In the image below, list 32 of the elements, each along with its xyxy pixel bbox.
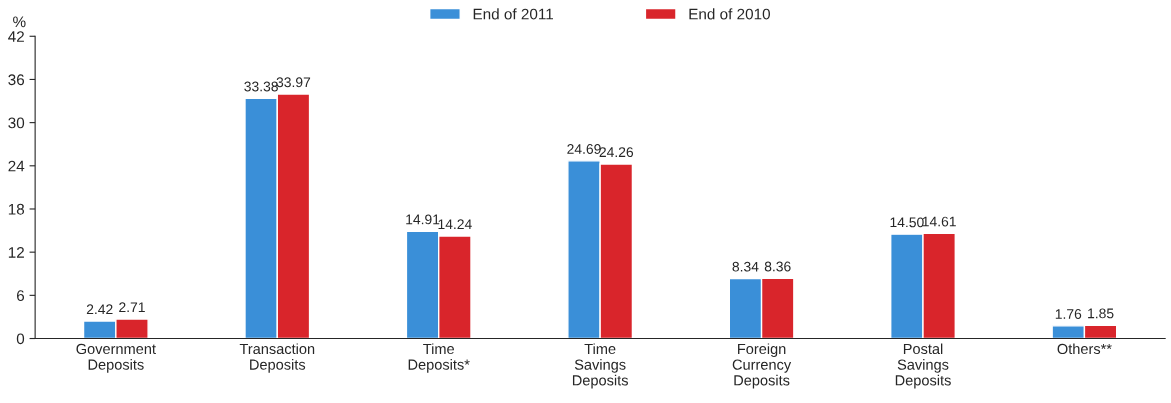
y-tick-label: 12 [8,247,24,258]
data-label: 1.85 [1088,308,1114,319]
y-tick-label: 6 [16,290,25,302]
data-label: 24.69 [567,144,601,154]
x-tick-label: Government Deposits [76,343,156,373]
y-axis-title: % [13,16,26,28]
x-tick-label: Postal Savings Deposits [895,343,951,389]
data-label: 24.26 [599,147,634,158]
legend-label: End of 2010 [689,8,770,20]
y-tick-label: 18 [8,203,25,215]
y-tick-label: 30 [8,117,25,129]
data-label: 14.61 [922,216,956,227]
y-tick-label: 24 [8,160,25,172]
data-label: 2.71 [119,302,145,312]
data-label: 14.24 [438,219,472,229]
x-tick-label: Transaction Deposits [239,343,315,373]
y-tick-label: 36 [8,74,25,86]
data-label: 2.42 [86,304,113,315]
data-label: 33.38 [244,81,278,92]
data-label: 1.76 [1055,309,1082,319]
data-label: 14.91 [406,214,440,225]
x-tick-label: Time Savings Deposits [572,343,628,389]
legend-label: End of 2011 [473,8,553,20]
y-tick-label: 0 [16,333,25,345]
x-tick-label: Others** [1057,343,1112,355]
data-label: 33.97 [276,77,311,88]
data-label: 8.36 [764,261,791,272]
x-tick-label: Foreign Currency Deposits [732,343,792,389]
y-tick-label: 42 [8,31,24,42]
data-label: 14.50 [890,217,924,228]
x-tick-label: Time Deposits* [408,343,470,373]
data-label: 8.34 [732,261,759,272]
